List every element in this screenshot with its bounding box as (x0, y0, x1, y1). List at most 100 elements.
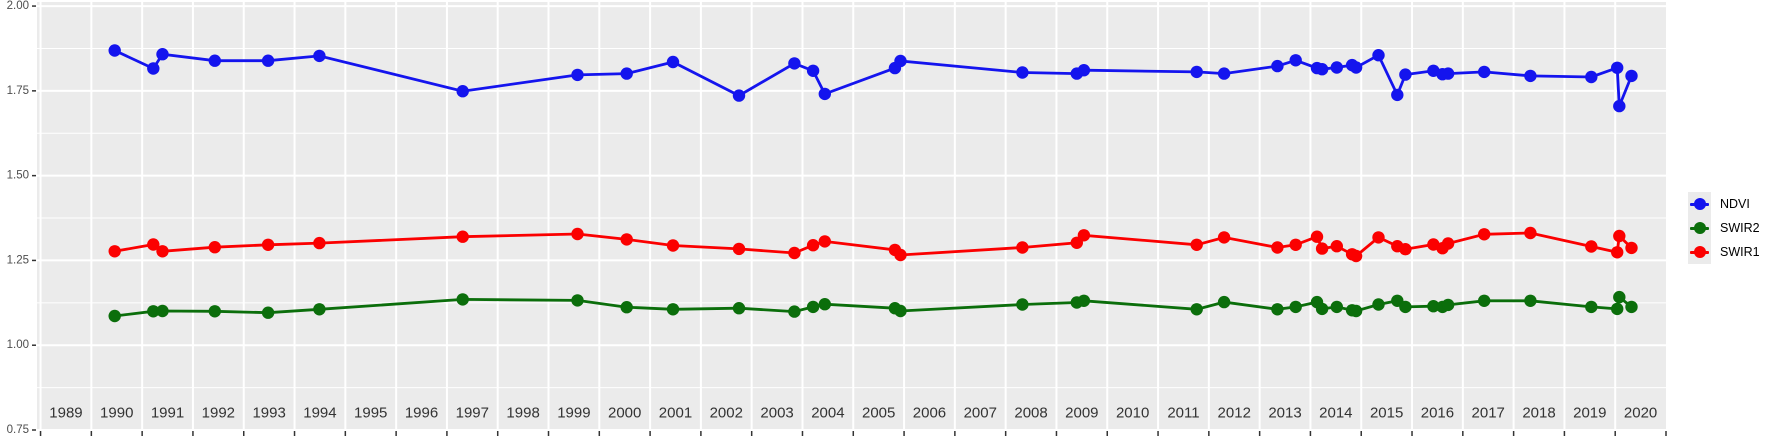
legend-label: NDVI (1720, 197, 1750, 211)
data-point (1585, 240, 1598, 253)
data-point (156, 245, 169, 258)
y-tick-label: 1.75 (7, 85, 29, 97)
data-point (456, 85, 469, 98)
data-point (261, 306, 275, 319)
data-point (1190, 303, 1203, 316)
data-point (1478, 294, 1491, 307)
data-point (571, 68, 584, 82)
data-point (147, 238, 160, 251)
x-tick-label: 2011 (1167, 405, 1199, 422)
data-point (1217, 231, 1231, 244)
data-point (1330, 61, 1344, 74)
data-point (156, 304, 169, 318)
legend-label: SWIR2 (1720, 221, 1760, 235)
data-point (208, 54, 221, 67)
data-point (1441, 67, 1455, 80)
y-tick-label: 1.25 (7, 254, 29, 266)
x-tick-label: 2017 (1472, 405, 1505, 422)
data-point (208, 305, 221, 318)
x-tick-label: 2003 (760, 405, 793, 422)
data-point (1625, 69, 1638, 83)
data-point (1478, 228, 1491, 241)
series-SWIR1 (108, 226, 1638, 263)
data-point (732, 89, 746, 102)
legend-key-dot (1693, 222, 1706, 234)
x-tick-label: 2004 (811, 405, 844, 422)
data-point (1611, 246, 1624, 259)
series-SWIR2 (108, 290, 1638, 323)
data-point (788, 57, 801, 70)
x-tick-label: 1992 (202, 405, 235, 422)
data-point (1289, 300, 1302, 314)
data-point (1289, 54, 1302, 67)
y-axis-labels: 2.00 1.75 1.50 1.25 1.00 0.75 (7, 0, 29, 436)
x-tick-label: 1999 (557, 405, 590, 422)
x-axis-labels: 1989 1990 1991 1992 1993 1994 1995 1996 1997 1998… (49, 405, 1657, 422)
x-tick-label: 2001 (659, 405, 692, 422)
data-point (1315, 242, 1329, 255)
data-point (1077, 294, 1091, 307)
data-point (1524, 226, 1537, 240)
x-tick-label: 1993 (252, 405, 285, 422)
data-point (456, 230, 469, 243)
legend-key-icon (1688, 216, 1711, 240)
data-point (571, 294, 584, 307)
data-point (1016, 241, 1029, 254)
x-tick-label: 1995 (354, 405, 387, 422)
y-tick-label: 1.50 (7, 170, 29, 182)
data-point (1077, 229, 1091, 242)
data-point (1625, 241, 1638, 255)
data-point (1271, 241, 1284, 254)
data-point (261, 238, 275, 251)
data-point (1399, 68, 1412, 81)
x-tick-label: 2005 (862, 405, 895, 422)
legend-item-SWIR2: SWIR2 (1688, 216, 1760, 240)
data-point (1524, 294, 1537, 307)
data-point (1190, 65, 1203, 79)
data-point (788, 246, 801, 260)
data-point (1585, 70, 1598, 84)
data-point (806, 239, 820, 252)
data-point (1016, 298, 1029, 311)
data-point (894, 304, 907, 318)
data-point (732, 302, 746, 315)
data-point (894, 248, 907, 262)
x-tick-label: 1989 (49, 405, 82, 422)
data-point (1441, 237, 1455, 250)
y-tick-label: 2.00 (7, 0, 29, 12)
data-point (1611, 302, 1624, 316)
plot-panel (37, 2, 1666, 430)
data-point (313, 49, 326, 63)
data-point (1349, 61, 1363, 74)
data-point (156, 48, 169, 61)
x-tick-label: 1998 (506, 405, 539, 422)
data-point (1524, 69, 1537, 83)
x-tick-label: 2009 (1065, 405, 1098, 422)
legend-key-icon (1688, 192, 1711, 216)
x-tick-label: 2019 (1573, 405, 1606, 422)
data-point (666, 303, 680, 316)
x-tick-label: 2000 (608, 405, 641, 422)
legend-key-dot (1693, 246, 1706, 258)
x-tick-label: 1991 (151, 405, 184, 422)
data-point (1217, 67, 1231, 80)
data-point (1585, 300, 1598, 314)
data-point (818, 235, 831, 248)
y-tick-label: 1.00 (7, 339, 29, 351)
legend-key-dot (1693, 198, 1706, 210)
x-tick-label: 2002 (710, 405, 743, 422)
data-point (1611, 61, 1624, 74)
data-point (208, 241, 221, 254)
data-point (1271, 303, 1284, 316)
x-tick-label: 2016 (1421, 405, 1454, 422)
data-point (732, 242, 746, 256)
data-point (806, 64, 820, 78)
series-NDVI (108, 44, 1638, 113)
data-point (1349, 249, 1363, 263)
data-point (1427, 300, 1440, 313)
data-point (894, 54, 907, 68)
data-point (1613, 99, 1626, 113)
data-point (1077, 63, 1091, 77)
data-point (261, 54, 275, 67)
x-tick-label: 2007 (964, 405, 997, 422)
